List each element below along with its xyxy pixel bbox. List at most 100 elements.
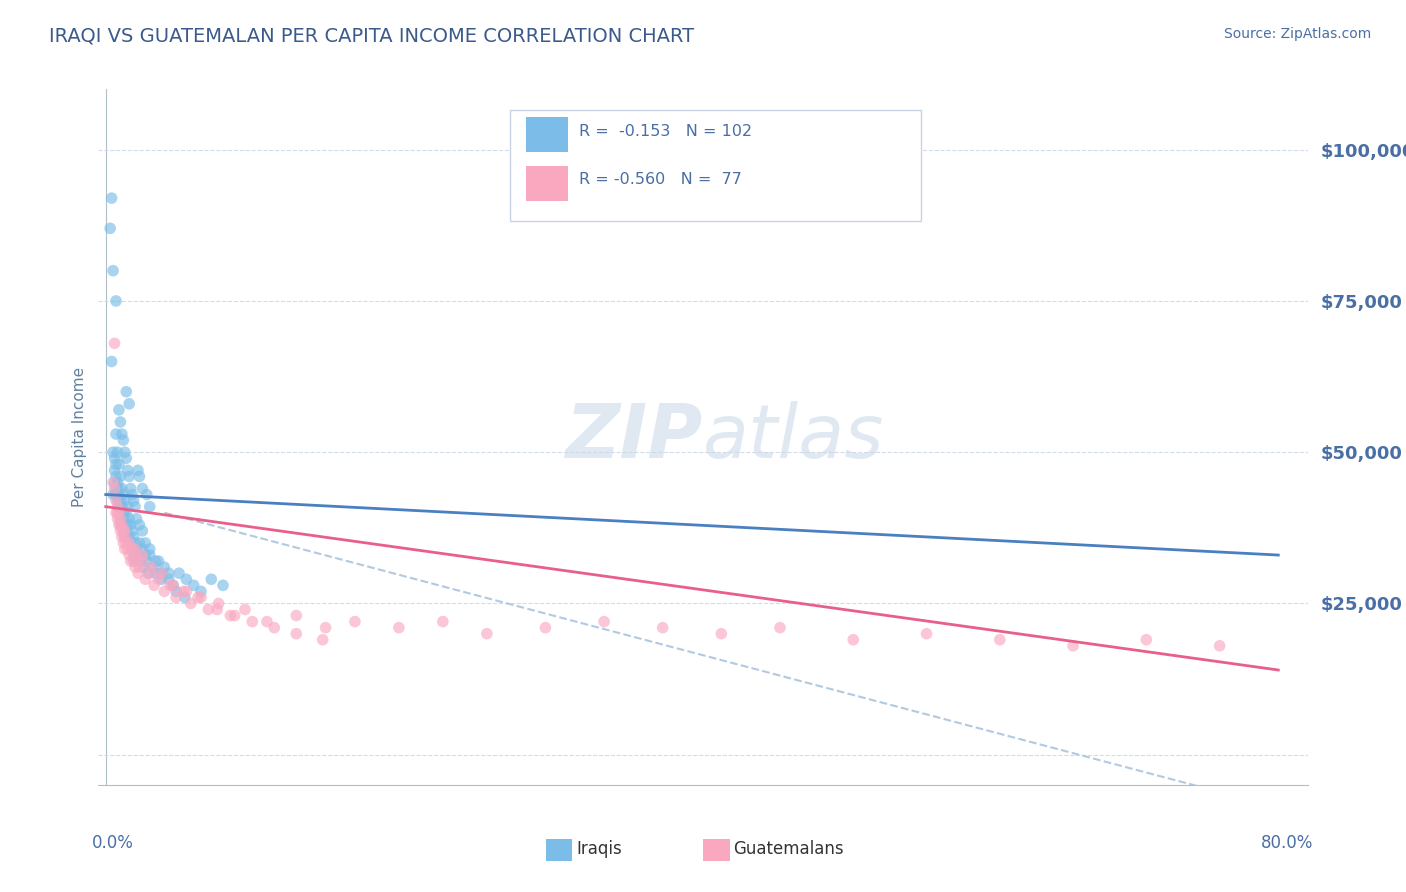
- Point: [108, 402, 131, 417]
- Point: [111, 530, 134, 544]
- Point: [432, 615, 454, 629]
- Point: [111, 517, 134, 532]
- Point: [107, 500, 129, 514]
- Point: [138, 541, 160, 556]
- Point: [219, 608, 242, 623]
- Point: [127, 566, 149, 581]
- Point: [105, 293, 128, 308]
- Point: [134, 536, 156, 550]
- Point: [233, 602, 256, 616]
- Point: [343, 615, 366, 629]
- Point: [107, 487, 129, 501]
- Point: [176, 584, 198, 599]
- Point: [108, 500, 131, 514]
- Point: [190, 591, 212, 605]
- Point: [315, 621, 337, 635]
- Point: [121, 487, 143, 501]
- Point: [263, 621, 285, 635]
- Point: [105, 427, 128, 442]
- Point: [159, 578, 181, 592]
- Point: [115, 451, 138, 466]
- Point: [145, 554, 167, 568]
- Point: [100, 191, 122, 205]
- Point: [285, 608, 308, 623]
- Point: [138, 500, 160, 514]
- Point: [101, 487, 124, 501]
- Point: [134, 548, 156, 562]
- Text: R =  -0.153   N = 102: R = -0.153 N = 102: [579, 123, 752, 138]
- Point: [112, 487, 135, 501]
- Point: [197, 602, 219, 616]
- Point: [311, 632, 333, 647]
- Text: Guatemalans: Guatemalans: [734, 840, 844, 858]
- Point: [112, 524, 135, 538]
- Point: [103, 451, 125, 466]
- Point: [114, 524, 136, 538]
- Point: [200, 572, 222, 586]
- Point: [142, 560, 165, 574]
- Point: [165, 591, 187, 605]
- Text: ZIP: ZIP: [565, 401, 703, 474]
- Point: [117, 500, 139, 514]
- Point: [285, 626, 308, 640]
- Point: [125, 541, 148, 556]
- Point: [157, 566, 180, 581]
- Point: [205, 602, 228, 616]
- Point: [135, 487, 157, 501]
- Point: [127, 463, 149, 477]
- Point: [128, 560, 150, 574]
- Point: [122, 493, 145, 508]
- Point: [107, 475, 129, 490]
- Point: [105, 482, 128, 496]
- Point: [165, 584, 187, 599]
- Point: [534, 621, 557, 635]
- Point: [117, 517, 139, 532]
- Point: [110, 524, 132, 538]
- Point: [842, 632, 865, 647]
- Text: 80.0%: 80.0%: [1261, 834, 1313, 852]
- Point: [108, 482, 131, 496]
- Point: [107, 506, 129, 520]
- Point: [128, 517, 150, 532]
- Text: Iraqis: Iraqis: [576, 840, 621, 858]
- Point: [114, 530, 136, 544]
- Point: [114, 493, 136, 508]
- Point: [101, 263, 124, 277]
- Point: [112, 524, 135, 538]
- Point: [111, 482, 134, 496]
- Point: [475, 626, 498, 640]
- Point: [150, 566, 173, 581]
- Point: [111, 500, 134, 514]
- Point: [118, 530, 141, 544]
- Point: [132, 560, 155, 574]
- Point: [157, 572, 180, 586]
- Point: [131, 554, 153, 568]
- Point: [138, 548, 160, 562]
- Point: [256, 615, 278, 629]
- Point: [148, 572, 170, 586]
- Point: [118, 536, 141, 550]
- Point: [769, 621, 792, 635]
- Point: [120, 536, 142, 550]
- Point: [174, 591, 197, 605]
- Point: [153, 584, 176, 599]
- Point: [121, 541, 143, 556]
- Point: [593, 615, 616, 629]
- Point: [131, 541, 153, 556]
- Point: [145, 566, 167, 581]
- Point: [114, 445, 136, 459]
- Text: 0.0%: 0.0%: [93, 834, 134, 852]
- Point: [915, 626, 938, 640]
- Point: [183, 578, 205, 592]
- FancyBboxPatch shape: [546, 839, 572, 862]
- Point: [240, 615, 263, 629]
- FancyBboxPatch shape: [703, 839, 730, 862]
- Point: [710, 626, 733, 640]
- Point: [122, 554, 145, 568]
- Point: [120, 482, 142, 496]
- Point: [105, 458, 128, 472]
- Point: [118, 512, 141, 526]
- Point: [136, 566, 159, 581]
- Point: [180, 597, 202, 611]
- Point: [122, 530, 145, 544]
